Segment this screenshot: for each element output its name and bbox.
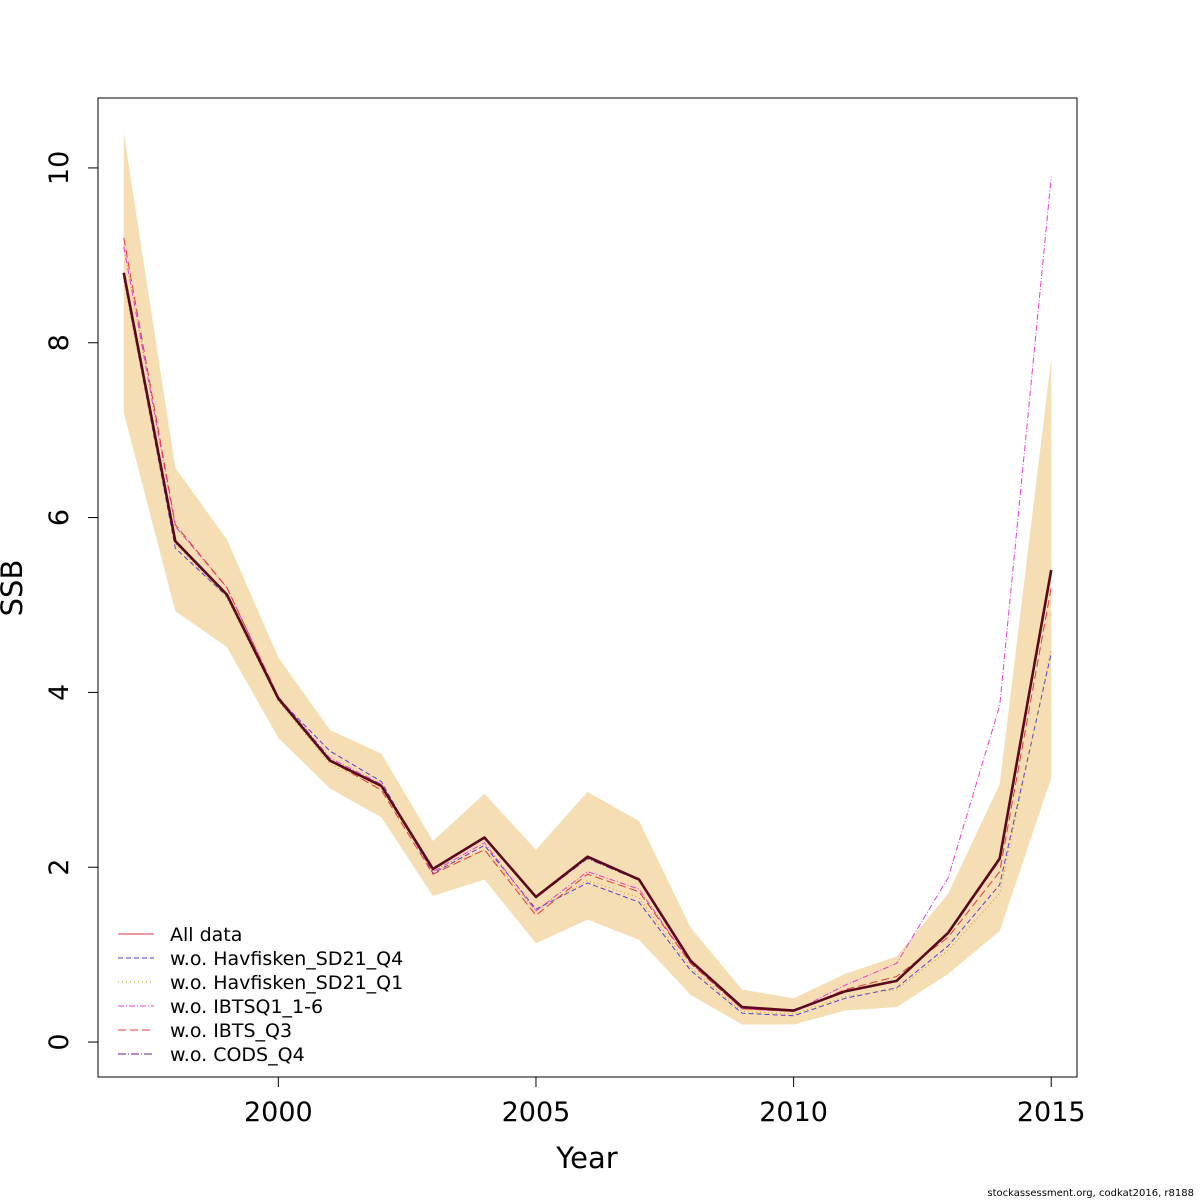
x-axis: 2000 2005 2010 2015 — [244, 1076, 1086, 1128]
legend-label-1: w.o. Havfisken_SD21_Q4 — [170, 948, 403, 970]
x-axis-title: Year — [555, 1141, 617, 1175]
series-line-5 — [123, 272, 1052, 1012]
y-tick-label: 6 — [44, 509, 75, 526]
x-tick-label: 2000 — [244, 1097, 313, 1128]
series-line-2 — [123, 281, 1052, 1015]
y-axis: 0 2 4 6 8 10 — [44, 151, 98, 1051]
y-tick-label: 8 — [44, 334, 75, 351]
legend-label-3: w.o. IBTSQ1_1-6 — [170, 996, 323, 1018]
y-tick-label: 10 — [44, 151, 75, 185]
x-tick-label: 2005 — [502, 1097, 571, 1128]
y-tick-label: 2 — [44, 859, 75, 876]
legend-label-0: All data — [170, 924, 242, 946]
legend-label-4: w.o. IBTS_Q3 — [170, 1020, 292, 1042]
footer-credit: stockassessment.org, codkat2016, r8188 — [987, 1188, 1194, 1199]
legend-label-5: w.o. CODS_Q4 — [170, 1044, 305, 1066]
y-tick-label: 4 — [44, 684, 75, 701]
y-tick-label: 0 — [44, 1033, 75, 1050]
main-line-layer — [122, 272, 1053, 1012]
y-axis-title: SSB — [0, 560, 29, 617]
main-ssb-line — [122, 272, 1053, 1012]
x-tick-label: 2015 — [1017, 1097, 1086, 1128]
confidence-band-layer — [123, 132, 1052, 1025]
x-tick-label: 2010 — [759, 1097, 828, 1128]
legend-label-2: w.o. Havfisken_SD21_Q1 — [170, 972, 403, 994]
confidence-band — [123, 132, 1052, 1025]
